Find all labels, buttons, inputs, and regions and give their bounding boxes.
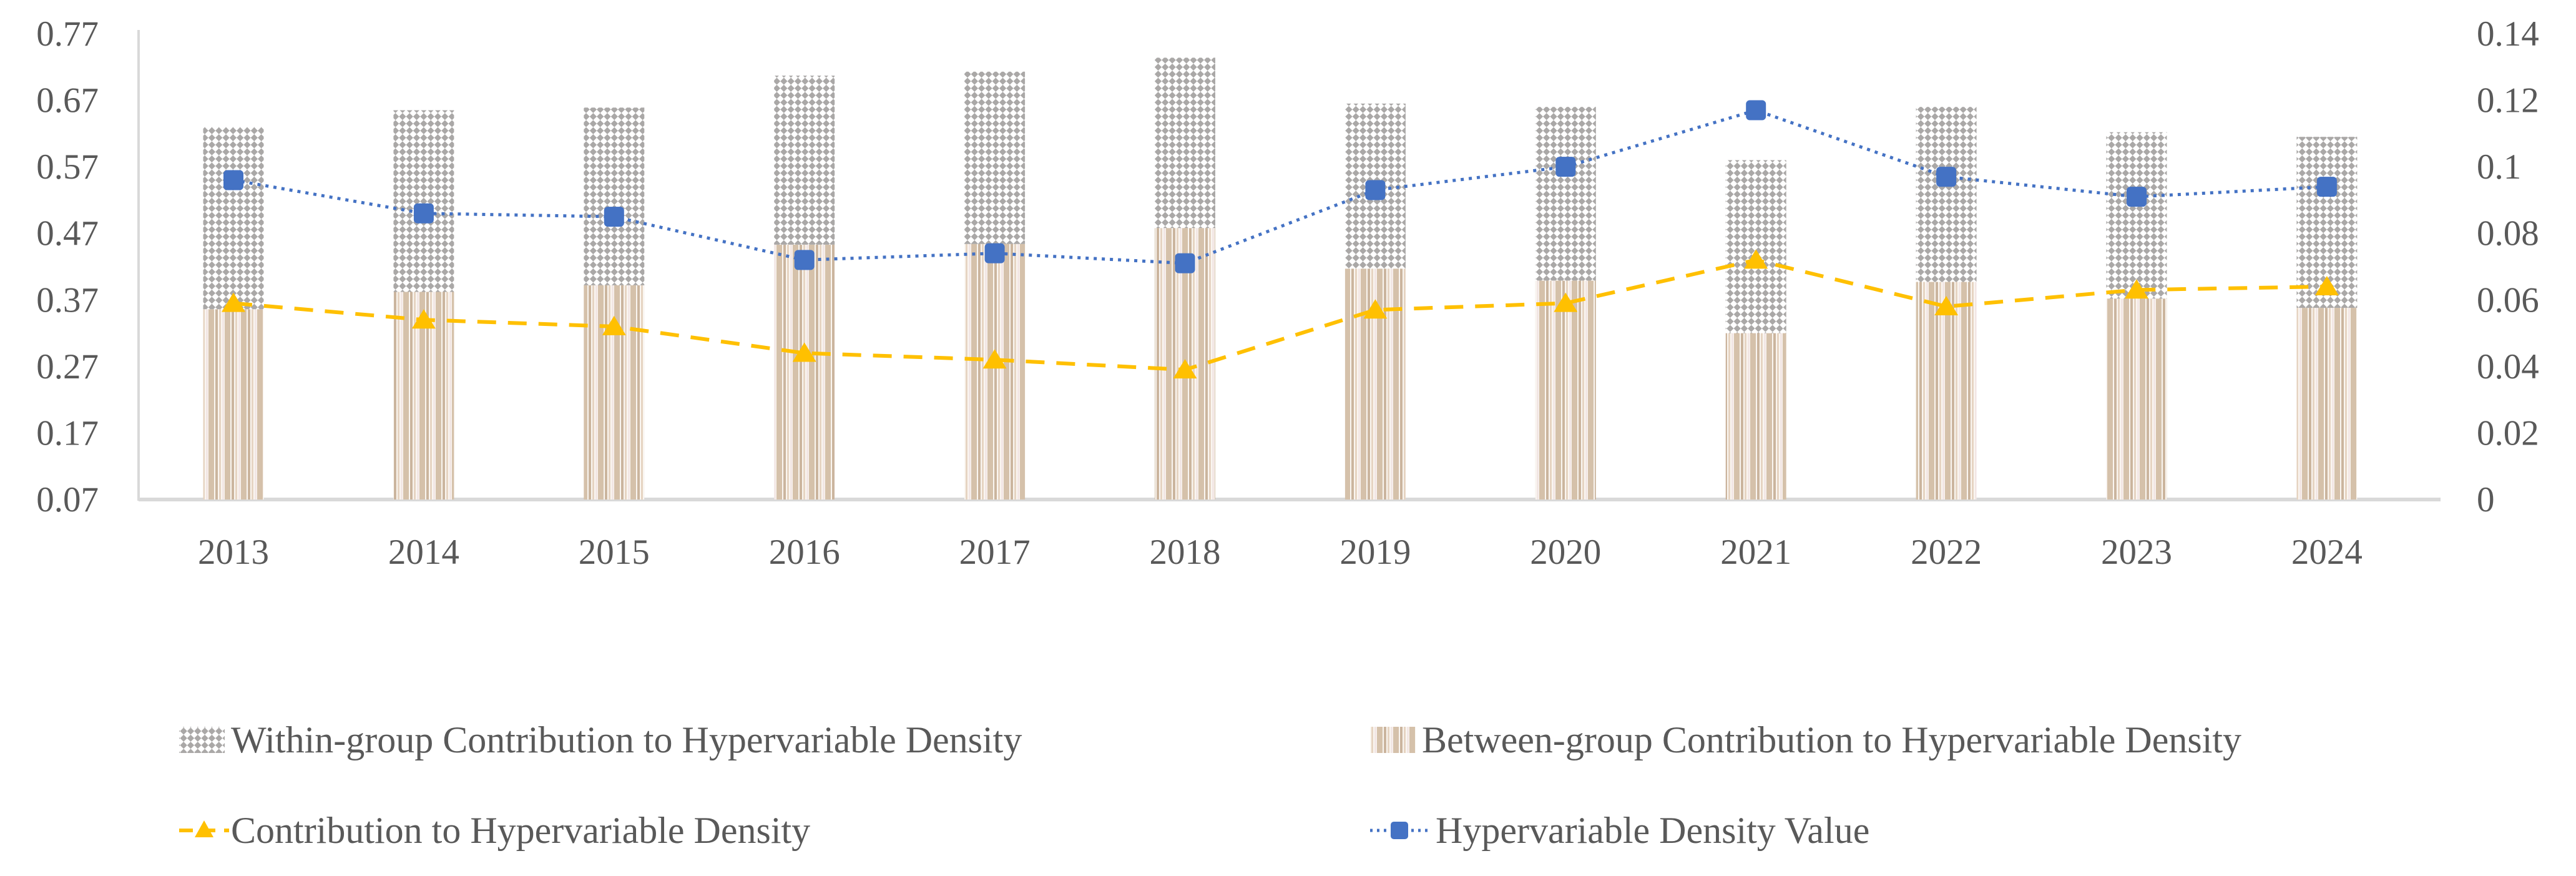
right-axis-tick: 0.04 [2477,347,2539,386]
x-axis-label-2022: 2022 [1911,533,1982,572]
marker-triangle-2020 [1554,292,1578,312]
bar-within-2020 [1535,107,1596,281]
x-axis-label-2020: 2020 [1530,533,1601,572]
marker-triangle-2017 [982,349,1007,369]
bar-group-2018 [1155,57,1215,500]
bar-between-2020 [1535,280,1596,500]
left-axis-tick: 0.17 [36,413,99,453]
bar-group-2020 [1535,107,1596,500]
x-axis-label-2016: 2016 [769,533,840,572]
marker-triangle-2015 [602,315,626,335]
marker-triangle-2021 [1744,249,1768,269]
legend-between-swatch-icon [1370,727,1416,753]
marker-triangle-2018 [1173,359,1197,379]
bar-group-2017 [964,71,1026,500]
bar-group-2022 [1916,107,1977,500]
marker-square-2015 [604,207,624,227]
left-axis-tick: 0.07 [36,480,99,519]
bar-group-2016 [774,76,835,500]
bar-between-2017 [964,244,1026,500]
marker-square-2020 [1555,157,1576,177]
right-axis-tick: 0.06 [2477,280,2539,320]
marker-square-2019 [1365,180,1386,200]
marker-square-2014 [413,203,434,224]
marker-triangle-2024 [2314,275,2339,295]
bar-group-2021 [1725,160,1786,500]
bar-between-2021 [1725,333,1786,500]
marker-triangle-2022 [1934,295,1959,315]
x-axis-label-2021: 2021 [1720,533,1791,572]
bar-within-2015 [584,107,645,285]
marker-square-2023 [2127,187,2147,207]
left-axis-tick: 0.37 [36,280,99,320]
marker-triangle-2019 [1363,299,1388,319]
line-contribution [233,258,2327,372]
marker-triangle-2016 [792,342,816,362]
bar-group-2014 [393,110,454,500]
legend-contribution-triangle-icon [195,820,213,837]
legend-between-label: Between-group Contribution to Hypervaria… [1422,719,2241,760]
marker-square-2024 [2316,177,2337,197]
bar-between-2013 [203,309,264,500]
marker-square-2017 [984,243,1005,263]
bar-group-2015 [584,107,645,500]
right-axis-tick: 0.14 [2477,14,2539,54]
bar-within-2017 [964,71,1026,244]
x-axis-label-2018: 2018 [1150,533,1221,572]
legend-contribution-label: Contribution to Hypervariable Density [231,810,810,851]
legend-within-label: Within-group Contribution to Hypervariab… [231,719,1022,760]
marker-square-2022 [1936,167,1957,187]
bar-within-2021 [1725,160,1786,333]
legend-hd-value-label: Hypervariable Density Value [1436,810,1869,851]
marker-triangle-2023 [2125,279,2148,299]
x-axis-label-2015: 2015 [579,533,650,572]
bar-within-2013 [203,127,264,310]
bar-group-2013 [203,127,264,500]
bar-within-2023 [2106,132,2167,299]
left-axis-tick: 0.77 [36,14,99,54]
bar-group-2023 [2106,132,2167,500]
x-axis-label-2014: 2014 [388,533,459,572]
x-axis-label-2023: 2023 [2101,533,2172,572]
bar-between-2016 [774,244,835,500]
right-axis-tick: 0.1 [2477,147,2521,187]
left-axis-tick: 0.67 [36,81,99,121]
marker-square-2018 [1175,253,1195,273]
left-axis-tick: 0.47 [36,214,99,253]
right-axis-tick: 0 [2477,480,2495,519]
bar-within-2016 [774,76,835,245]
x-axis-label-2013: 2013 [198,533,269,572]
left-axis-tick: 0.57 [36,147,99,187]
x-axis-label-2019: 2019 [1339,533,1411,572]
right-axis-tick: 0.02 [2477,413,2539,453]
legend-contribution: Contribution to Hypervariable Density [179,810,810,851]
bar-within-2018 [1155,57,1215,229]
marker-square-2016 [794,250,815,270]
bar-between-2023 [2106,298,2167,500]
bar-between-2024 [2296,308,2358,500]
line-hypervariable-density [233,108,2328,265]
legend-hd-value-square-icon [1391,822,1408,839]
x-axis-label-2017: 2017 [959,533,1031,572]
marker-triangle-2013 [222,292,245,312]
x-axis-label-2024: 2024 [2291,533,2363,572]
right-axis-tick: 0.12 [2477,81,2539,121]
left-axis-tick: 0.27 [36,347,99,386]
bar-between-2022 [1916,282,1977,500]
legend-within: Within-group Contribution to Hypervariab… [179,719,1022,760]
marker-square-2021 [1746,100,1766,121]
right-axis-tick: 0.08 [2477,214,2539,253]
bar-within-2022 [1916,107,1977,282]
legend-within-swatch-icon [179,727,225,753]
legend-hd-value: Hypervariable Density Value [1370,810,1869,851]
marker-square-2013 [223,170,243,190]
marker-triangle-2014 [411,309,436,329]
bar-within-2014 [393,110,454,292]
legend-between: Between-group Contribution to Hypervaria… [1370,719,2241,760]
